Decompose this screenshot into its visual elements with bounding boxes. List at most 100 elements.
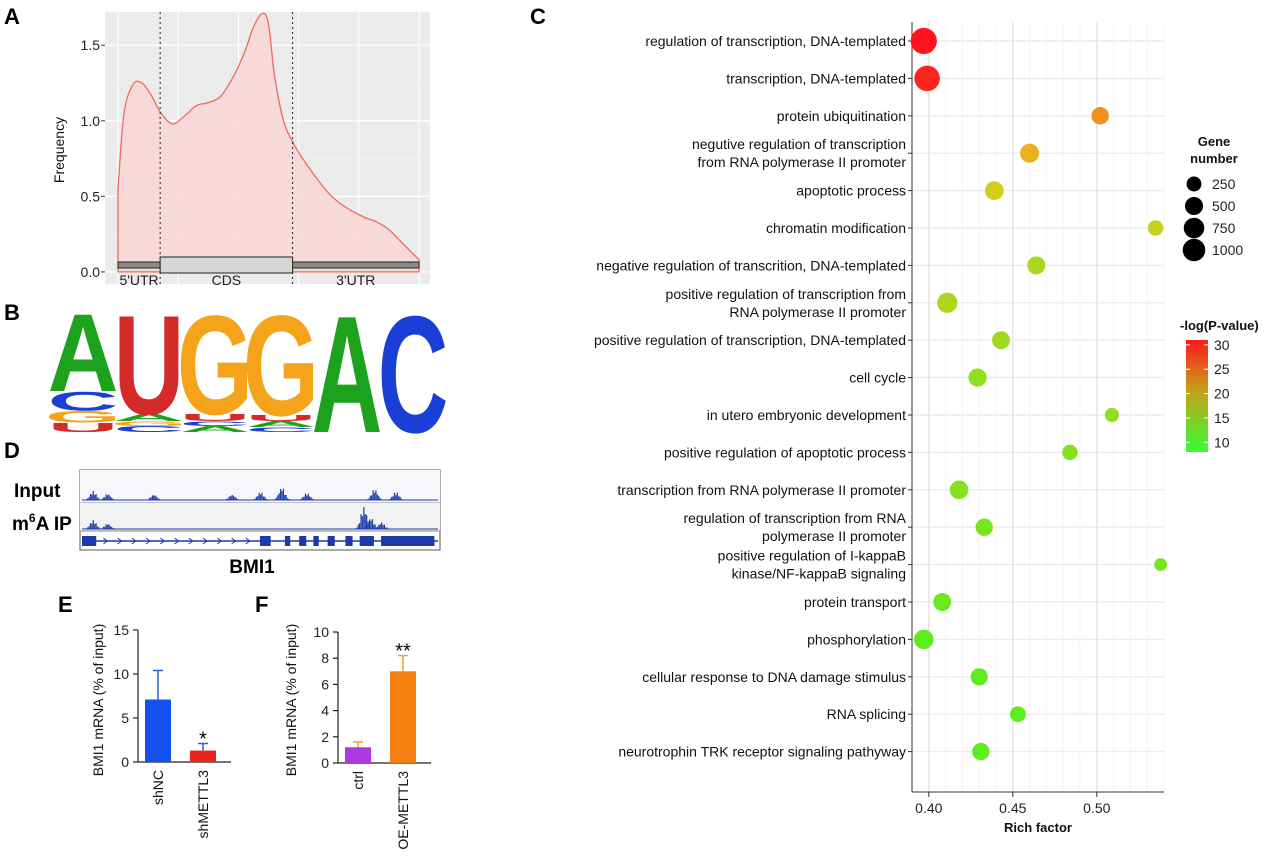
coverage-bar	[147, 499, 149, 500]
coverage-bar	[278, 493, 280, 500]
y-tick-label: 0.5	[81, 188, 101, 204]
coverage-bar	[364, 526, 366, 529]
coverage-bar	[378, 524, 380, 529]
go-term-label: apoptotic process	[796, 183, 906, 199]
y-tick-label: 1.5	[81, 37, 101, 53]
bubble	[949, 480, 969, 500]
y-tick-label: 5	[121, 710, 129, 726]
coverage-bar	[264, 496, 266, 500]
bubble	[910, 27, 937, 55]
coverage-bar	[94, 494, 96, 500]
go-term-label: protein transport	[804, 594, 906, 610]
coverage-bar	[360, 514, 362, 529]
coverage-bar	[277, 495, 279, 500]
bubble	[984, 181, 1004, 201]
size-legend-label: 250	[1212, 176, 1236, 192]
coverage-bar	[307, 493, 309, 500]
go-term-label: negative regulation of transcrition, DNA…	[596, 257, 906, 273]
coverage-bar	[257, 495, 259, 500]
coverage-bar	[231, 494, 233, 500]
bubble	[992, 331, 1011, 350]
coverage-bar	[367, 522, 369, 529]
coverage-bar	[227, 498, 229, 500]
coverage-bar	[284, 494, 286, 500]
coverage-bar	[368, 498, 370, 500]
bubble	[1147, 220, 1164, 236]
coverage-bar	[376, 494, 378, 500]
bubble	[968, 368, 987, 387]
panel-label-e: E	[58, 592, 73, 617]
bubble	[1027, 256, 1046, 275]
coverage-bar	[374, 524, 376, 529]
go-term-label: positive regulation of I-kappaB	[718, 548, 906, 564]
coverage-bar	[153, 495, 155, 500]
coverage-bar	[304, 493, 307, 500]
logo-letter-g: G	[243, 287, 319, 447]
coverage-bar	[382, 524, 384, 529]
coverage-bar	[303, 496, 305, 500]
coverage-bar	[398, 496, 400, 500]
coverage-bar	[279, 488, 282, 500]
size-legend-dot	[1184, 196, 1204, 216]
x-axis-label: Rich factor	[1004, 820, 1072, 835]
coverage-bar	[99, 499, 102, 500]
strand-arrow	[117, 537, 123, 545]
go-term-label: positive regulation of transcription fro…	[666, 286, 906, 302]
logo-letter-u: U	[114, 286, 185, 444]
coverage-bar	[92, 520, 94, 529]
color-legend-label: 20	[1214, 386, 1230, 402]
m6a-ip-track	[82, 507, 438, 530]
coverage-bar	[369, 495, 371, 500]
bubble	[1062, 444, 1078, 461]
coverage-bar	[96, 497, 99, 500]
coverage-bar	[104, 497, 106, 500]
coverage-bar	[234, 496, 236, 500]
coverage-bar	[368, 519, 371, 529]
coverage-bar	[400, 498, 403, 500]
category-label: shNC	[150, 770, 166, 805]
region-label: 5'UTR	[119, 272, 158, 288]
coverage-bar	[258, 492, 260, 500]
color-legend-label: 15	[1214, 410, 1230, 426]
size-legend-label: 1000	[1212, 242, 1243, 258]
coverage-bar	[383, 524, 386, 529]
logo-letter-c: C	[378, 281, 449, 468]
coverage-bar	[105, 494, 107, 500]
coverage-bar	[381, 522, 383, 529]
coverage-bar	[235, 497, 237, 500]
coverage-bar	[310, 497, 312, 500]
coverage-bar	[94, 524, 96, 529]
logo-letter-c: C	[246, 426, 317, 434]
coverage-bar	[87, 498, 89, 500]
strand-arrow	[231, 537, 237, 545]
coverage-bar	[385, 527, 387, 529]
coverage-tracks: Input m6A IP BMI1	[12, 469, 441, 578]
coverage-bar	[378, 495, 380, 500]
coverage-bar	[275, 497, 277, 500]
panel-label-b: B	[4, 300, 20, 325]
coverage-bar	[85, 528, 87, 529]
coverage-bar	[89, 494, 92, 500]
size-legend-label: 750	[1212, 220, 1236, 236]
bubble	[972, 742, 990, 761]
logo-letter-u: U	[246, 414, 317, 423]
go-term-label: protein ubiquitination	[777, 108, 906, 124]
strand-arrow	[131, 537, 137, 545]
logo-letter-c: C	[180, 420, 251, 428]
coverage-bar	[388, 499, 390, 500]
exon	[313, 536, 319, 546]
bar	[145, 699, 171, 762]
coverage-bar	[109, 525, 111, 529]
coverage-bar	[111, 497, 113, 500]
size-legend-dot	[1183, 217, 1205, 239]
strand-arrow	[216, 537, 223, 545]
bubble	[1154, 558, 1168, 572]
y-axis-ticks: 0.0 0.5 1.0 1.5	[81, 37, 105, 280]
panel-label-d: D	[4, 438, 20, 463]
bar	[345, 747, 371, 763]
go-term-label: RNA polymerase II promoter	[729, 304, 906, 320]
coverage-bar	[104, 526, 106, 529]
significance-marker: **	[395, 641, 411, 663]
go-term-label: positive regulation of apoptotic process	[664, 444, 906, 460]
